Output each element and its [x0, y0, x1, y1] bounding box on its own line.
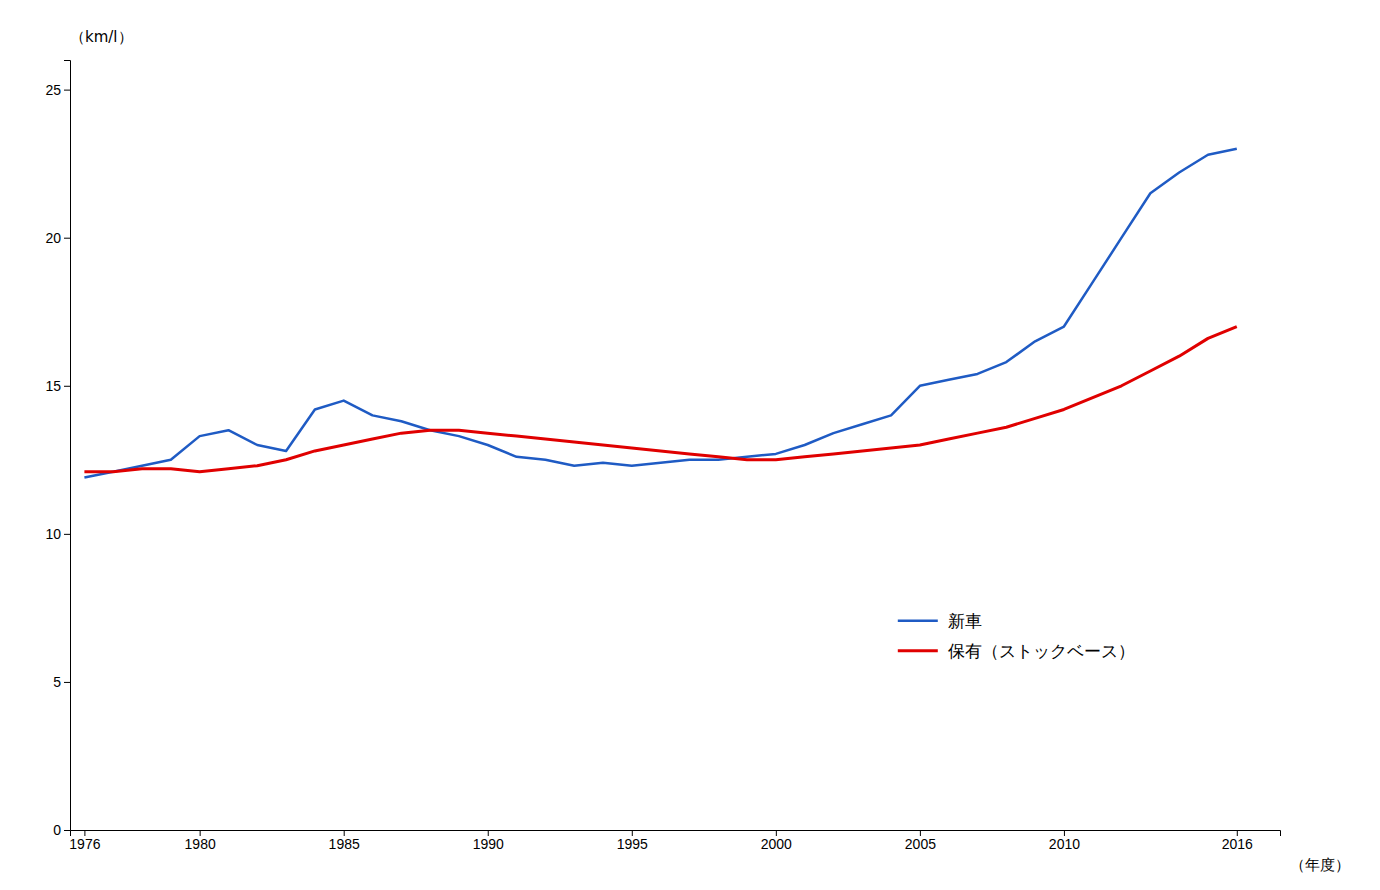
x-tick: 2016	[1222, 830, 1253, 852]
legend-item: 新車	[898, 611, 982, 631]
legend-label: 保有（ストックベース）	[948, 641, 1135, 661]
y-tick-label: 0	[53, 822, 61, 838]
legend-item: 保有（ストックベース）	[898, 641, 1135, 661]
y-axis-line	[64, 61, 71, 831]
x-tick: 1990	[473, 830, 504, 852]
x-tick: 1985	[329, 830, 360, 852]
y-tick-mark	[64, 534, 70, 535]
x-tick-label: 1985	[329, 836, 360, 852]
x-tick-label: 1980	[185, 836, 216, 852]
y-tick: 5	[53, 674, 70, 690]
plot: 1976 1980 1985 1990 1995 2000 2005 2010 2016 0 5 10…	[45, 28, 1350, 874]
y-tick-label: 10	[45, 526, 61, 542]
x-axis: 1976 1980 1985 1990 1995 2000 2005 2010 2016	[69, 830, 1280, 852]
y-tick-mark	[64, 682, 70, 683]
x-tick-label: 2005	[905, 836, 936, 852]
legend-label: 新車	[948, 611, 982, 631]
x-tick: 2000	[761, 830, 792, 852]
y-tick-mark	[64, 238, 70, 239]
series-line	[84, 327, 1236, 472]
legend-swatch	[898, 619, 938, 622]
y-tick-mark	[64, 90, 70, 91]
x-tick-label: 2010	[1049, 836, 1080, 852]
legend: 新車保有（ストックベース）	[898, 611, 1135, 661]
y-tick: 10	[45, 526, 70, 542]
x-tick: 1980	[185, 830, 216, 852]
y-tick: 0	[53, 822, 70, 838]
series-line	[84, 149, 1236, 478]
y-tick: 15	[45, 378, 70, 394]
x-tick-label: 2000	[761, 836, 792, 852]
x-tick: 2010	[1049, 830, 1080, 852]
y-tick-label: 20	[45, 230, 61, 246]
y-tick-label: 25	[45, 82, 61, 98]
y-tick-label: 5	[53, 674, 61, 690]
x-axis-line	[71, 831, 1281, 837]
x-tick: 2005	[905, 830, 936, 852]
y-tick-label: 15	[45, 378, 61, 394]
x-tick: 1995	[617, 830, 648, 852]
x-tick-label: 1976	[69, 836, 100, 852]
y-tick-mark	[64, 386, 70, 387]
y-axis: 0 5 10 15 20 25	[45, 61, 70, 838]
y-tick: 20	[45, 230, 70, 246]
y-axis-label: （km/l）	[70, 28, 133, 46]
lines	[84, 149, 1236, 478]
x-tick-label: 1990	[473, 836, 504, 852]
y-tick: 25	[45, 82, 70, 98]
x-tick-label: 2016	[1222, 836, 1253, 852]
y-tick-mark	[64, 830, 70, 831]
x-tick: 1976	[69, 830, 100, 852]
chart: 1976 1980 1985 1990 1995 2000 2005 2010 2016 0 5 10…	[0, 0, 1380, 890]
legend-swatch	[898, 649, 938, 652]
x-axis-label: （年度）	[1290, 856, 1350, 874]
x-tick-label: 1995	[617, 836, 648, 852]
